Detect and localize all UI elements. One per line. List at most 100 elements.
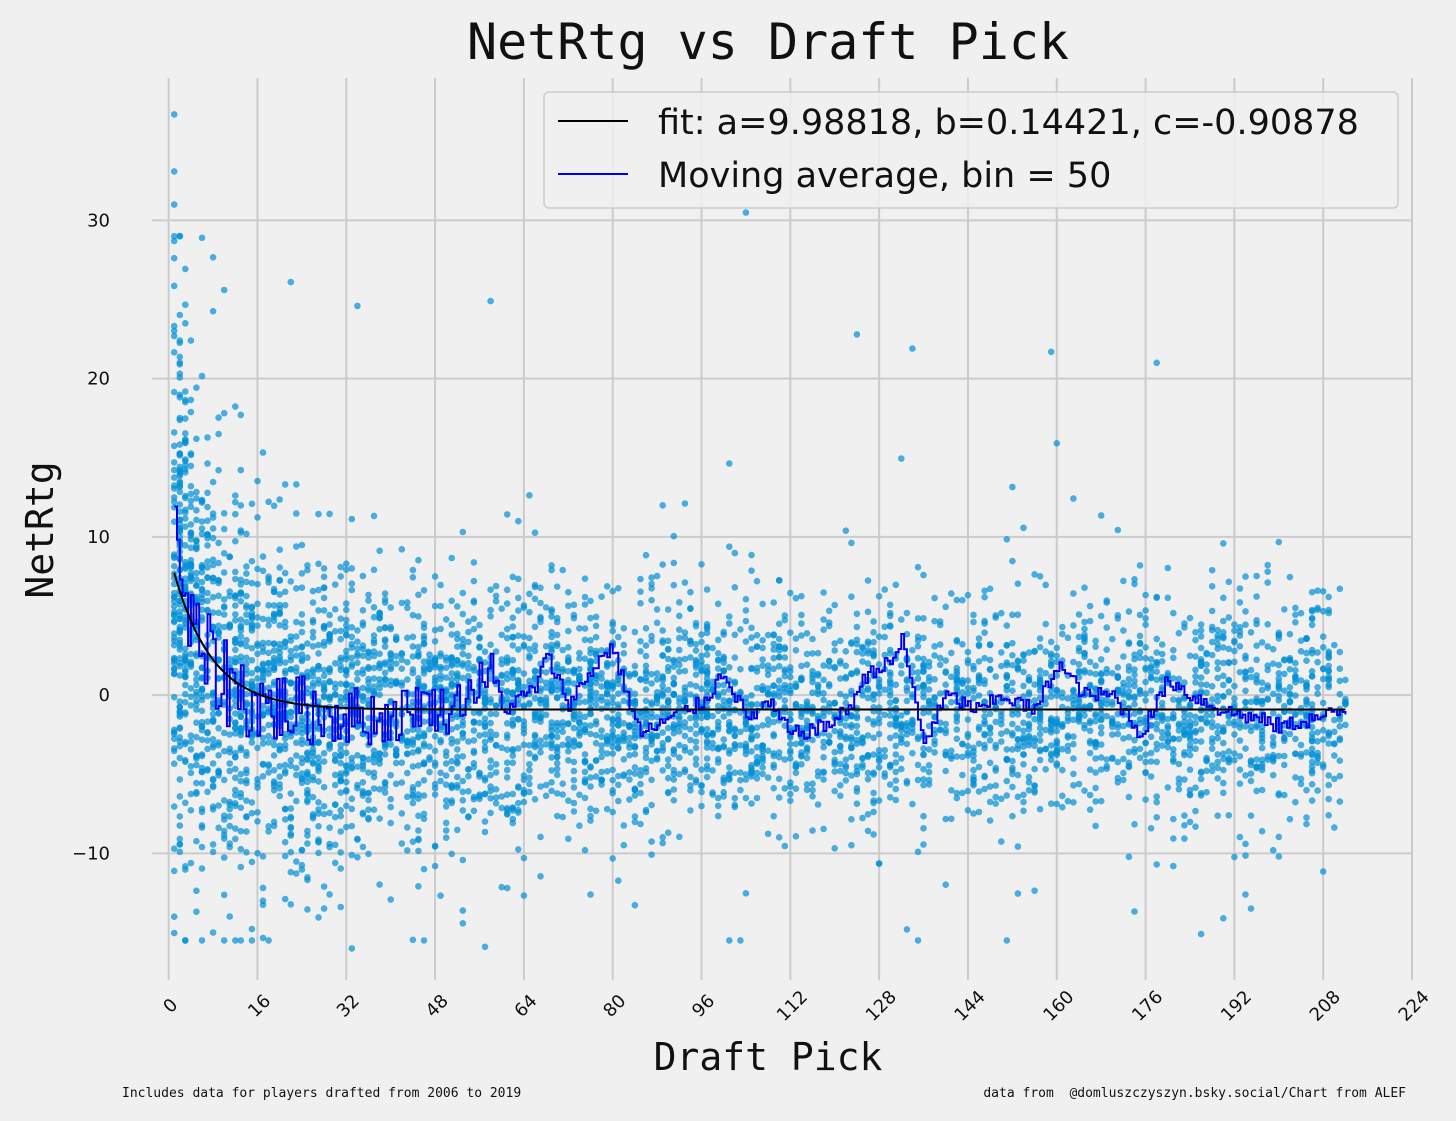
scatter-point xyxy=(487,795,494,802)
scatter-point xyxy=(248,684,256,691)
scatter-point xyxy=(748,725,755,733)
scatter-point xyxy=(870,789,877,797)
scatter-point xyxy=(320,758,328,765)
scatter-point xyxy=(1325,654,1332,662)
scatter-point xyxy=(193,779,200,787)
scatter-point xyxy=(642,768,650,776)
scatter-point xyxy=(1214,632,1221,639)
scatter-point xyxy=(326,742,333,750)
scatter-point xyxy=(1214,645,1221,652)
scatter-point xyxy=(853,669,861,676)
scatter-point xyxy=(576,655,583,662)
scatter-point xyxy=(792,683,800,691)
scatter-point xyxy=(809,780,816,787)
scatter-point xyxy=(681,655,689,663)
scatter-point xyxy=(576,625,583,632)
scatter-point xyxy=(542,679,550,686)
scatter-point xyxy=(509,804,517,812)
scatter-point xyxy=(998,795,1005,803)
scatter-point xyxy=(742,744,750,751)
scatter-point xyxy=(1214,734,1221,742)
scatter-point xyxy=(687,787,694,794)
scatter-point xyxy=(1097,730,1105,737)
scatter-point xyxy=(1136,730,1144,738)
scatter-point xyxy=(948,673,955,681)
scatter-point xyxy=(970,766,977,774)
scatter-point xyxy=(209,609,217,616)
scatter-point xyxy=(1103,765,1110,772)
scatter-point xyxy=(698,782,705,790)
scatter-point xyxy=(998,649,1005,656)
scatter-point xyxy=(1003,792,1011,799)
scatter-point xyxy=(737,742,744,749)
scatter-point xyxy=(526,608,533,616)
scatter-point xyxy=(1153,798,1160,806)
scatter-point xyxy=(515,632,522,639)
scatter-point xyxy=(459,807,467,814)
scatter-point xyxy=(775,647,783,654)
scatter-point xyxy=(415,827,422,834)
scatter-point xyxy=(409,936,417,944)
scatter-point xyxy=(875,797,883,804)
scatter-point xyxy=(964,591,972,599)
scatter-point xyxy=(1059,803,1066,811)
scatter-point xyxy=(1269,846,1277,854)
scatter-point xyxy=(287,848,295,856)
scatter-point xyxy=(354,752,361,759)
scatter-point xyxy=(248,925,256,933)
scatter-point xyxy=(1308,723,1316,731)
scatter-point xyxy=(1170,746,1177,753)
scatter-point xyxy=(259,667,267,675)
scatter-point xyxy=(415,726,422,734)
scatter-point xyxy=(526,788,533,796)
scatter-point xyxy=(420,810,428,818)
scatter-point xyxy=(398,759,406,766)
scatter-point xyxy=(198,843,206,851)
scatter-point xyxy=(698,802,705,810)
scatter-point xyxy=(881,633,888,641)
scatter-point xyxy=(692,730,700,738)
scatter-point xyxy=(176,813,184,820)
scatter-point xyxy=(898,670,905,677)
scatter-point xyxy=(964,659,972,667)
scatter-point xyxy=(1281,656,1288,663)
scatter-point xyxy=(703,731,711,739)
scatter-point xyxy=(254,849,261,857)
scatter-point xyxy=(542,643,550,650)
scatter-point xyxy=(1275,853,1283,860)
scatter-point xyxy=(315,754,322,761)
scatter-point xyxy=(243,849,250,856)
scatter-point xyxy=(703,688,711,695)
scatter-point xyxy=(1297,753,1305,760)
scatter-point xyxy=(981,593,988,601)
scatter-point xyxy=(998,609,1005,617)
scatter-point xyxy=(243,660,250,668)
scatter-point xyxy=(1170,750,1177,758)
scatter-point xyxy=(553,694,561,702)
scatter-point xyxy=(592,613,600,621)
scatter-point xyxy=(1297,637,1305,644)
scatter-point xyxy=(320,584,328,591)
scatter-point xyxy=(1214,659,1221,666)
scatter-point xyxy=(215,430,222,438)
scatter-point xyxy=(281,730,289,738)
scatter-point xyxy=(392,652,400,660)
scatter-point xyxy=(753,631,761,639)
scatter-point xyxy=(1253,656,1260,664)
scatter-point xyxy=(1158,699,1166,707)
scatter-point xyxy=(320,693,328,701)
scatter-point xyxy=(1020,719,1027,727)
scatter-point xyxy=(337,903,345,911)
scatter-point xyxy=(553,760,561,767)
scatter-point xyxy=(948,787,955,794)
scatter-point xyxy=(182,756,189,764)
scatter-point xyxy=(487,764,494,771)
scatter-point xyxy=(714,657,722,664)
scatter-point xyxy=(576,710,583,718)
scatter-point xyxy=(320,905,328,912)
scatter-point xyxy=(1125,688,1133,695)
scatter-point xyxy=(1047,638,1055,646)
scatter-point xyxy=(753,794,761,802)
scatter-point xyxy=(1242,745,1249,752)
